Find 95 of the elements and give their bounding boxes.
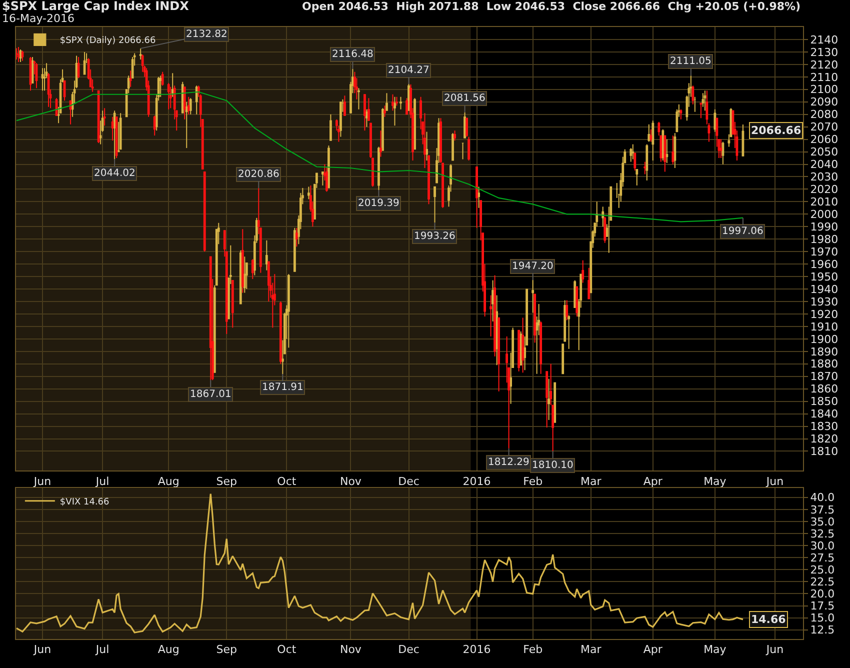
y-tick-label: 1820 bbox=[810, 432, 838, 446]
x-tick-label: Nov bbox=[340, 474, 362, 488]
y-tick-label: 1900 bbox=[810, 332, 838, 346]
x-tick-label: Dec bbox=[398, 643, 420, 656]
y-tick-label: 1860 bbox=[810, 382, 838, 396]
annotation: 1810.10 bbox=[532, 460, 574, 471]
x-tick-label: Aug bbox=[158, 643, 180, 656]
annotation: 14.66 bbox=[751, 613, 786, 626]
x-tick-label: Sep bbox=[216, 643, 238, 656]
y-tick-label: 30.0 bbox=[810, 539, 835, 552]
x-tick-label: Jun bbox=[765, 643, 784, 656]
y-tick-label: 27.5 bbox=[810, 551, 835, 564]
y-tick-label: 2000 bbox=[810, 208, 838, 222]
x-tick-label: 2016 bbox=[462, 474, 491, 488]
y-tick-label: 1970 bbox=[810, 245, 838, 258]
y-tick-label: 1870 bbox=[810, 370, 838, 384]
line-series bbox=[16, 492, 744, 634]
annotation: 1997.06 bbox=[722, 226, 764, 237]
y-tick-label: 22.5 bbox=[810, 576, 835, 589]
x-tick-label: Jun bbox=[32, 643, 52, 656]
y-tick-label: 32.5 bbox=[810, 527, 835, 540]
annotation: 1947.20 bbox=[512, 261, 554, 272]
y-tick-label: 15.0 bbox=[810, 612, 835, 625]
x-tick-label: Sep bbox=[216, 474, 238, 488]
annotation: 2132.82 bbox=[186, 29, 228, 40]
annotation: 2066.66 bbox=[751, 124, 802, 137]
x-tick-label: Oct bbox=[277, 474, 297, 488]
annotation: 2104.27 bbox=[388, 65, 430, 76]
y-tick-label: 2070 bbox=[810, 120, 838, 134]
annotation: 1993.26 bbox=[414, 231, 456, 242]
x-tick-label: Feb bbox=[523, 643, 543, 656]
x-tick-label: Feb bbox=[523, 474, 543, 488]
y-tick-label: 2120 bbox=[810, 58, 838, 72]
y-tick-label: 1930 bbox=[810, 295, 838, 308]
annotation: 2019.39 bbox=[358, 198, 400, 209]
y-tick-label: 40.0 bbox=[810, 491, 835, 504]
y-tick-label: 2140 bbox=[810, 33, 838, 46]
legend-label: $VIX 14.66 bbox=[60, 497, 110, 508]
annotation: 1871.91 bbox=[262, 382, 304, 393]
x-tick-label: Aug bbox=[158, 474, 180, 488]
y-tick-label: 1960 bbox=[810, 258, 838, 271]
y-tick-label: 2030 bbox=[810, 170, 838, 184]
y-tick-label: 25.0 bbox=[810, 563, 835, 576]
y-tick-label: 1940 bbox=[810, 282, 838, 296]
annotation: 1867.01 bbox=[190, 389, 232, 400]
y-tick-label: 1950 bbox=[810, 270, 838, 284]
y-tick-label: 12.5 bbox=[810, 624, 835, 637]
x-tick-label: Oct bbox=[277, 643, 297, 656]
y-tick-label: 1890 bbox=[810, 345, 838, 358]
annotation: 2020.86 bbox=[238, 169, 280, 180]
y-tick-label: 1920 bbox=[810, 308, 838, 321]
x-tick-label: Mar bbox=[580, 643, 602, 656]
y-tick-label: 2060 bbox=[810, 133, 838, 146]
x-tick-label: Nov bbox=[340, 643, 362, 656]
y-tick-label: 2110 bbox=[810, 70, 838, 84]
y-tick-label: 2100 bbox=[810, 83, 838, 96]
x-tick-label: Jun bbox=[765, 474, 784, 488]
y-tick-label: 20.0 bbox=[810, 588, 835, 601]
annotation: 2081.56 bbox=[444, 93, 486, 104]
annotation: 2116.48 bbox=[332, 49, 374, 60]
annotation: 2111.05 bbox=[670, 56, 712, 67]
annotation: 1812.29 bbox=[488, 457, 530, 468]
x-tick-label: Apr bbox=[643, 643, 663, 656]
legend-label: $SPX (Daily) 2066.66 bbox=[60, 36, 156, 46]
chart-title: $SPX Large Cap Index INDX bbox=[2, 0, 190, 13]
y-tick-label: 2050 bbox=[810, 146, 838, 159]
y-tick-label: 17.5 bbox=[810, 600, 835, 613]
y-tick-label: 1980 bbox=[810, 232, 838, 246]
y-tick-label: 1830 bbox=[810, 420, 838, 434]
y-tick-label: 1910 bbox=[810, 320, 838, 334]
y-tick-label: 2040 bbox=[810, 158, 838, 172]
x-tick-label: Apr bbox=[643, 474, 663, 488]
x-tick-label: Jun bbox=[32, 474, 52, 488]
y-tick-label: 2010 bbox=[810, 196, 838, 209]
y-tick-label: 35.0 bbox=[810, 515, 835, 528]
y-tick-label: 1850 bbox=[810, 395, 838, 408]
y-tick-label: 1880 bbox=[810, 358, 838, 371]
x-tick-label: Jul bbox=[94, 474, 110, 488]
annotation: 2044.02 bbox=[94, 168, 136, 179]
x-tick-label: 2016 bbox=[462, 643, 491, 656]
x-tick-label: May bbox=[704, 643, 727, 656]
x-tick-label: May bbox=[704, 474, 727, 488]
text: Open 2046.53 High 2071.88 Low 2046.53 Close 2066.66 Chg +20.05 (+0.98%) bbox=[302, 0, 801, 13]
y-tick-label: 1810 bbox=[810, 445, 838, 458]
y-tick-label: 2020 bbox=[810, 183, 838, 196]
y-tick-label: 2130 bbox=[810, 46, 838, 59]
y-tick-label: 1990 bbox=[810, 220, 838, 234]
y-tick-label: 1840 bbox=[810, 408, 838, 421]
x-tick-label: Dec bbox=[398, 474, 420, 488]
y-tick-label: 2090 bbox=[810, 96, 838, 109]
y-tick-label: 2080 bbox=[810, 108, 838, 122]
x-tick-label: Mar bbox=[580, 474, 602, 488]
chart-subtitle: 16-May-2016 bbox=[2, 12, 74, 25]
x-tick-label: Jul bbox=[94, 643, 110, 656]
y-tick-label: 37.5 bbox=[810, 503, 835, 516]
